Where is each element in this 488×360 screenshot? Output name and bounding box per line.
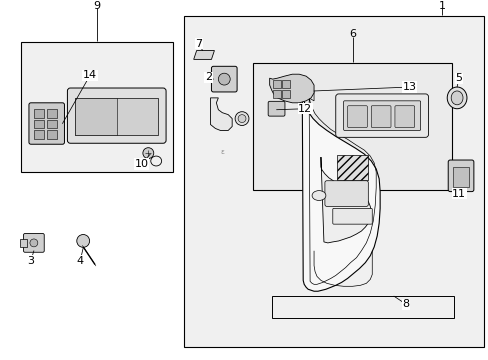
FancyBboxPatch shape bbox=[447, 160, 473, 192]
Bar bbox=[183, 16, 483, 347]
Ellipse shape bbox=[235, 112, 248, 126]
FancyBboxPatch shape bbox=[335, 94, 427, 137]
FancyBboxPatch shape bbox=[23, 234, 44, 252]
Polygon shape bbox=[210, 98, 232, 130]
FancyBboxPatch shape bbox=[211, 66, 237, 92]
Bar bbox=[34, 120, 43, 129]
FancyBboxPatch shape bbox=[347, 106, 366, 127]
Text: 13: 13 bbox=[402, 82, 416, 92]
Circle shape bbox=[142, 148, 153, 158]
Bar bbox=[75, 98, 117, 135]
Polygon shape bbox=[320, 157, 370, 243]
Circle shape bbox=[77, 234, 89, 247]
Bar bbox=[75, 98, 158, 135]
Text: ε: ε bbox=[220, 149, 224, 155]
FancyBboxPatch shape bbox=[332, 208, 371, 224]
Bar bbox=[282, 90, 290, 98]
Bar bbox=[272, 90, 280, 98]
FancyBboxPatch shape bbox=[394, 106, 414, 127]
Polygon shape bbox=[269, 74, 313, 103]
Bar bbox=[21, 42, 173, 172]
Text: 8: 8 bbox=[402, 299, 408, 309]
FancyBboxPatch shape bbox=[67, 88, 166, 143]
Text: 10: 10 bbox=[134, 159, 148, 169]
FancyBboxPatch shape bbox=[343, 101, 420, 130]
FancyBboxPatch shape bbox=[267, 101, 285, 116]
Bar bbox=[272, 80, 280, 88]
Bar bbox=[47, 109, 57, 118]
Text: 9: 9 bbox=[93, 1, 101, 11]
Text: 2: 2 bbox=[204, 72, 212, 82]
Bar bbox=[47, 120, 57, 129]
Polygon shape bbox=[302, 79, 379, 291]
Text: 7: 7 bbox=[195, 39, 202, 49]
Ellipse shape bbox=[450, 91, 462, 105]
Text: 11: 11 bbox=[451, 189, 465, 199]
Text: 14: 14 bbox=[83, 70, 97, 80]
FancyBboxPatch shape bbox=[324, 181, 367, 206]
Bar bbox=[34, 109, 43, 118]
Polygon shape bbox=[302, 79, 313, 101]
Bar bbox=[271, 296, 453, 318]
Text: 3: 3 bbox=[27, 256, 34, 266]
Circle shape bbox=[30, 239, 38, 247]
FancyBboxPatch shape bbox=[29, 103, 64, 144]
Ellipse shape bbox=[311, 190, 325, 201]
Text: 6: 6 bbox=[348, 29, 355, 39]
Bar bbox=[20, 239, 27, 247]
Bar bbox=[282, 80, 290, 88]
Ellipse shape bbox=[238, 114, 245, 122]
FancyBboxPatch shape bbox=[370, 106, 390, 127]
Circle shape bbox=[218, 73, 230, 85]
Ellipse shape bbox=[447, 87, 466, 109]
Bar bbox=[34, 130, 43, 139]
Text: 4: 4 bbox=[77, 256, 83, 266]
Polygon shape bbox=[193, 50, 214, 59]
Bar bbox=[252, 63, 451, 190]
Bar bbox=[47, 130, 57, 139]
Text: 1: 1 bbox=[438, 1, 445, 11]
Text: 12: 12 bbox=[298, 104, 312, 114]
Bar bbox=[336, 155, 367, 180]
Bar bbox=[452, 167, 468, 187]
Text: 5: 5 bbox=[455, 73, 462, 83]
